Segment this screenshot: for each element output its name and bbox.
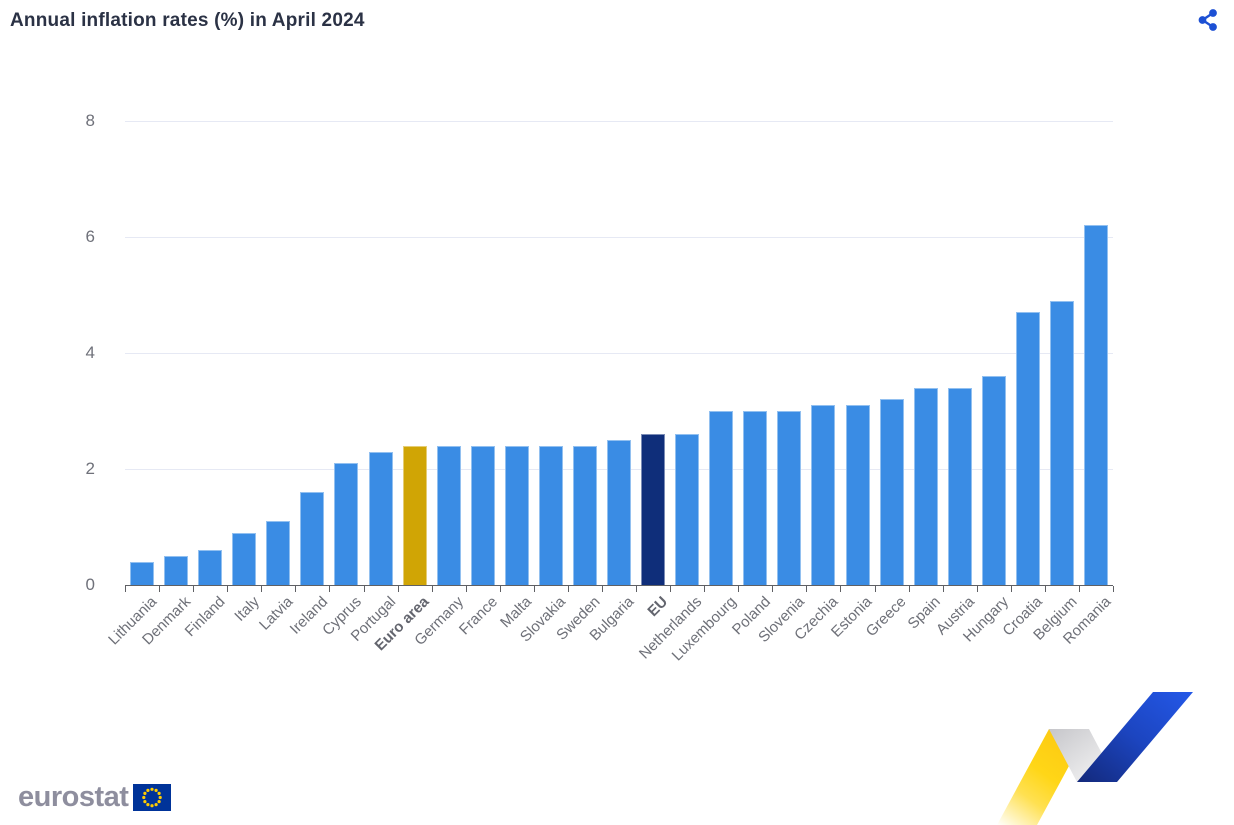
bar[interactable] [709, 411, 734, 585]
bar[interactable] [572, 445, 597, 585]
flag-star [150, 787, 155, 791]
x-axis-tick [261, 586, 263, 592]
bar[interactable] [607, 440, 631, 585]
x-axis-tick [1113, 586, 1114, 592]
eurostat-logo: eurostat [18, 781, 172, 813]
y-axis-tick-label: 0 [85, 575, 95, 594]
bar[interactable] [504, 445, 529, 585]
chart-title: Annual inflation rates (%) in April 2024 [10, 10, 365, 31]
x-axis-tick [976, 586, 978, 592]
bar[interactable] [198, 550, 223, 585]
share-icon [1198, 9, 1217, 31]
x-axis-tick [329, 586, 331, 592]
gridline [125, 121, 1113, 122]
x-axis-tick [840, 586, 842, 592]
x-axis-tick [465, 586, 467, 592]
x-axis-tick [806, 586, 808, 592]
bar[interactable] [368, 451, 393, 585]
eurostat-ribbon-graphic [997, 692, 1193, 825]
y-axis-tick-label: 6 [85, 227, 95, 246]
bar[interactable] [266, 521, 291, 585]
x-axis-tick [227, 586, 229, 592]
x-axis-tick [908, 586, 910, 592]
eu-flag-icon [133, 783, 172, 811]
x-axis-line [125, 585, 1113, 586]
bar[interactable] [436, 445, 461, 585]
flag-star [146, 788, 150, 792]
bar[interactable] [981, 376, 1006, 585]
flag-star [154, 788, 159, 792]
flag-star [157, 799, 162, 803]
flag-star [143, 791, 147, 795]
y-axis-tick-label: 8 [85, 111, 95, 130]
gridline [125, 353, 1113, 354]
share-button[interactable] [1194, 6, 1222, 34]
flag-star [150, 803, 155, 807]
x-axis-tick [431, 586, 433, 592]
x-axis-tick [295, 586, 297, 592]
x-axis-tick [704, 586, 706, 592]
bar[interactable] [300, 492, 325, 585]
x-axis-tick [499, 586, 501, 592]
x-axis-tick [533, 586, 535, 592]
gridline [125, 237, 1113, 238]
x-axis-tick [1010, 586, 1012, 592]
flag-star [154, 802, 159, 806]
flag-star [142, 795, 146, 799]
x-axis-tick [125, 586, 126, 592]
x-axis-tick [397, 586, 399, 592]
x-axis-tick [772, 586, 774, 592]
bar[interactable] [1015, 312, 1040, 585]
y-axis-tick-label: 2 [85, 459, 95, 478]
flag-star [159, 795, 163, 799]
x-axis-tick [567, 586, 569, 592]
bar[interactable] [130, 561, 154, 585]
bar[interactable] [1084, 225, 1108, 585]
bar[interactable] [334, 463, 359, 585]
flag-star [157, 791, 162, 795]
y-axis-tick-label: 4 [85, 343, 95, 362]
x-axis-tick [159, 586, 161, 592]
x-axis-tick [193, 586, 195, 592]
x-axis-tick [942, 586, 944, 592]
bar[interactable] [470, 445, 495, 585]
bar[interactable] [913, 387, 938, 585]
bar[interactable] [879, 399, 904, 585]
x-axis-tick [602, 586, 603, 592]
x-axis-category-label: EU [644, 593, 672, 621]
x-axis-tick [874, 586, 876, 592]
bar[interactable] [743, 411, 768, 585]
x-axis-tick [363, 586, 365, 592]
flag-star [143, 799, 147, 803]
x-axis-tick [636, 586, 637, 592]
bar[interactable] [947, 387, 972, 585]
bar[interactable] [164, 556, 189, 585]
bar[interactable] [675, 434, 700, 585]
bar[interactable] [402, 445, 427, 585]
bar[interactable] [811, 405, 836, 585]
bar[interactable] [641, 434, 666, 585]
bar[interactable] [232, 532, 257, 585]
flag-star [146, 802, 150, 806]
bar[interactable] [1049, 300, 1074, 585]
x-axis-tick [738, 586, 740, 592]
bar[interactable] [845, 405, 870, 585]
x-axis-tick [670, 586, 672, 592]
bar[interactable] [538, 445, 563, 585]
bar[interactable] [777, 411, 802, 585]
eurostat-logo-text: eurostat [18, 781, 129, 813]
x-axis-tick [1044, 586, 1046, 592]
x-axis-tick [1078, 586, 1080, 592]
